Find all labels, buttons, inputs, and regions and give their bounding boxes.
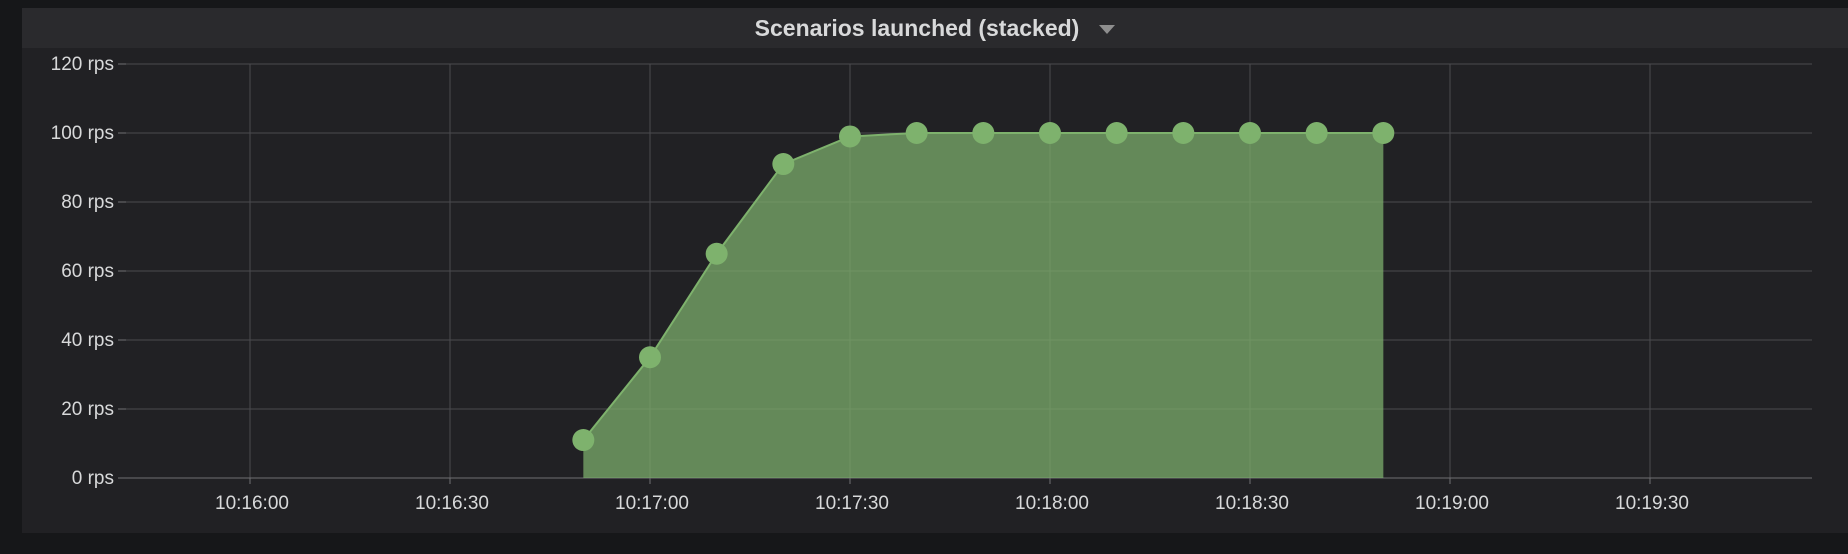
data-point — [705, 242, 728, 265]
data-point — [1305, 122, 1328, 144]
data-point — [572, 429, 595, 452]
x-tick-label: 10:18:00 — [1015, 493, 1089, 514]
data-point — [639, 346, 661, 369]
panel-title: Scenarios launched (stacked) — [754, 14, 1080, 41]
data-point — [1105, 122, 1128, 144]
data-point — [1372, 122, 1395, 144]
panel-header — [22, 8, 1848, 48]
caret-down-icon[interactable] — [1099, 24, 1116, 34]
y-tick-label: 60 rps — [61, 261, 114, 282]
y-tick-label: 20 rps — [61, 399, 114, 420]
x-tick-label: 10:17:30 — [815, 493, 889, 514]
y-tick-label: 40 rps — [61, 330, 114, 351]
data-point — [1239, 122, 1261, 144]
data-point — [1039, 122, 1061, 144]
panel-title-menu[interactable]: Scenarios launched (stacked) — [22, 8, 1848, 48]
data-point — [772, 153, 795, 176]
y-tick-label: 100 rps — [51, 123, 114, 144]
x-tick-label: 10:16:30 — [415, 493, 489, 514]
x-tick-label: 10:18:30 — [1215, 493, 1289, 514]
series-area-fill — [583, 133, 1384, 478]
x-tick-label: 10:16:00 — [215, 493, 289, 514]
data-point — [972, 122, 995, 144]
data-point — [839, 125, 861, 148]
y-tick-label: 0 rps — [72, 468, 114, 489]
data-point — [1172, 122, 1195, 144]
data-point — [905, 122, 928, 144]
series-area — [582, 132, 1384, 478]
series-points — [572, 122, 1395, 452]
y-tick-label: 80 rps — [61, 192, 114, 213]
x-tick-label: 10:19:00 — [1415, 493, 1489, 514]
y-tick-label: 120 rps — [51, 54, 114, 75]
x-tick-label: 10:17:00 — [615, 493, 689, 514]
axis-labels: 0 rps 20 rps 40 rps 60 rps 80 rps 100 rps 120 … — [51, 54, 1689, 514]
x-tick-label: 10:19:30 — [1615, 493, 1689, 514]
